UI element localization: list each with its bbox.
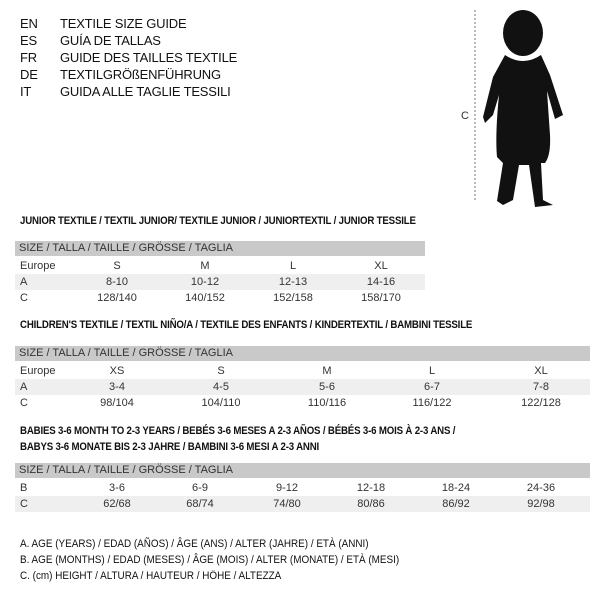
section-title: CHILDREN'S TEXTILE / TEXTIL NIÑO/A / TEX… (20, 319, 473, 331)
table-cell: 140/152 (185, 292, 225, 304)
table-cell: 62/68 (103, 498, 131, 510)
table-cell: L (289, 260, 297, 272)
row-label: B (20, 482, 28, 494)
section-title: BABYS 3-6 MONATE BIS 2-3 JAHRE / BAMBINI… (20, 441, 320, 453)
table-cell: 6-7 (424, 381, 440, 393)
table-cell: 14-16 (366, 276, 396, 288)
row-label: C (20, 498, 28, 510)
table-cell: 6-9 (192, 482, 208, 494)
table-cell: 9-12 (275, 482, 299, 494)
table-row: C 62/68 68/74 74/80 80/86 86/92 92/98 (15, 496, 590, 512)
table-cell: 128/140 (97, 292, 137, 304)
table-cell: 152/158 (273, 292, 313, 304)
table-cell: 104/110 (201, 397, 241, 409)
table-cell: 92/98 (527, 498, 555, 510)
table-cell: XS (109, 365, 125, 377)
row-label: Europe (20, 365, 56, 377)
table-cell: 3-4 (109, 381, 125, 393)
language-code: IT (20, 84, 32, 99)
table-cell: 110/116 (307, 397, 347, 409)
table-cell: L (428, 365, 436, 377)
size-header: SIZE / TALLA / TAILLE / GRÖSSE / TAGLIA (15, 346, 590, 361)
table-cell: 8-10 (105, 276, 129, 288)
language-code: ES (20, 33, 37, 48)
language-title: TEXTILE SIZE GUIDE (60, 16, 187, 31)
table-cell: 10-12 (190, 276, 220, 288)
language-title: GUIDE DES TAILLES TEXTILE (60, 50, 238, 65)
table-row: Europe S M L XL (15, 258, 425, 274)
language-code: DE (20, 67, 38, 82)
language-title: GUÍA DE TALLAS (60, 33, 161, 48)
language-code: EN (20, 16, 38, 31)
table-cell: M (322, 365, 332, 377)
size-header: SIZE / TALLA / TAILLE / GRÖSSE / TAGLIA (15, 463, 590, 478)
legend-line: A. AGE (YEARS) / EDAD (AÑOS) / ÂGE (ANS)… (20, 538, 369, 550)
table-cell: M (200, 260, 210, 272)
row-label: C (20, 397, 28, 409)
table-row: C 128/140 140/152 152/158 158/170 (15, 290, 425, 306)
table-cell: 24-36 (526, 482, 556, 494)
table-row: C 98/104 104/110 110/116 116/122 122/128 (15, 395, 590, 411)
row-label: C (20, 292, 28, 304)
table-cell: 98/104 (100, 397, 134, 409)
legend-line: C. (cm) HEIGHT / ALTURA / HAUTEUR / HÖHE… (20, 570, 282, 582)
table-cell: S (113, 260, 121, 272)
language-title: GUIDA ALLE TAGLIE TESSILI (60, 84, 231, 99)
row-label: Europe (20, 260, 56, 272)
table-cell: 3-6 (109, 482, 125, 494)
table-cell: 18-24 (441, 482, 471, 494)
table-cell: 68/74 (186, 498, 214, 510)
legend-line: B. AGE (MONTHS) / EDAD (MESES) / ÂGE (MO… (20, 554, 400, 566)
table-row: Europe XS S M L XL (15, 363, 590, 379)
table-cell: 12-13 (278, 276, 308, 288)
table-cell: 86/92 (442, 498, 470, 510)
table-cell: 74/80 (273, 498, 301, 510)
table-cell: 158/170 (361, 292, 401, 304)
table-cell: 12-18 (356, 482, 386, 494)
table-row: B 3-6 6-9 9-12 12-18 18-24 24-36 (15, 480, 590, 496)
table-cell: 122/128 (521, 397, 561, 409)
table-cell: 5-6 (319, 381, 335, 393)
language-code: FR (20, 50, 37, 65)
section-title: BABIES 3-6 MONTH TO 2-3 YEARS / BEBÉS 3-… (20, 425, 456, 437)
table-cell: 7-8 (533, 381, 549, 393)
table-cell: 4-5 (213, 381, 229, 393)
table-cell: 116/122 (412, 397, 452, 409)
table-row: A 3-4 4-5 5-6 6-7 7-8 (15, 379, 590, 395)
row-label: A (20, 381, 28, 393)
child-silhouette-icon: C (461, 10, 563, 207)
table-cell: 80/86 (357, 498, 385, 510)
size-header: SIZE / TALLA / TAILLE / GRÖSSE / TAGLIA (15, 241, 425, 256)
table-cell: XL (374, 260, 388, 272)
table-cell: XL (534, 365, 548, 377)
table-row: A 8-10 10-12 12-13 14-16 (15, 274, 425, 290)
table-cell: S (217, 365, 225, 377)
language-title: TEXTILGRÖßENFÜHRUNG (60, 67, 221, 82)
row-label: A (20, 276, 28, 288)
height-label: C (461, 110, 469, 122)
section-title: JUNIOR TEXTILE / TEXTIL JUNIOR/ TEXTILE … (20, 215, 416, 227)
